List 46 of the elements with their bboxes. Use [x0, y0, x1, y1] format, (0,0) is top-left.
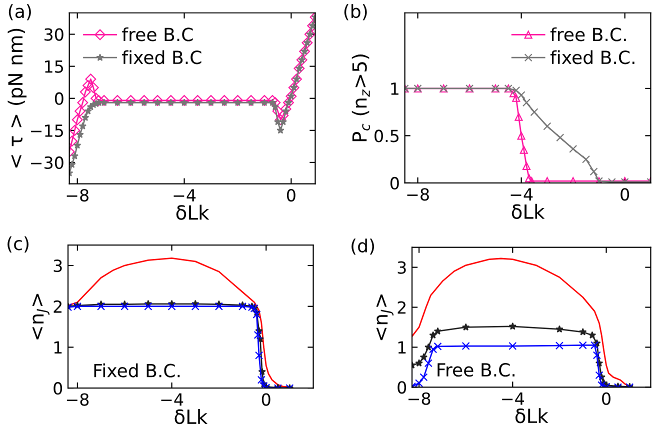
annotation: Fixed B.C.	[94, 363, 180, 378]
y-tick-label: 2	[398, 301, 406, 314]
x-tick-label: 0	[262, 393, 270, 406]
x-tick-label: −4	[510, 188, 533, 200]
legend-label: free B.C.	[550, 27, 626, 42]
y-axis-title: <n$_{J}$>	[376, 294, 394, 340]
legend-label: fixed B.C	[122, 50, 202, 64]
chart-title: (d)	[352, 238, 374, 255]
x-tick-label: 0	[286, 188, 296, 202]
x-axis-title: δLk	[174, 409, 208, 424]
chart-title: (c)	[8, 236, 28, 252]
y-tick-label: 0.5	[374, 130, 399, 142]
x-axis-title: δLk	[512, 204, 545, 219]
y-tick-label: 1	[398, 341, 406, 354]
y-axis-title: < τ > (pN nm)	[8, 28, 27, 168]
y-tick-label: 3	[54, 259, 62, 272]
x-axis-title: δLk	[176, 204, 210, 220]
legend-label: fixed B.C.	[550, 50, 634, 64]
y-axis-title: P$_{c}$ (n$_{z}$>5)	[352, 54, 370, 142]
x-tick-label: −8	[66, 188, 88, 202]
y-tick-label: 0	[398, 381, 406, 394]
chart-title: (b)	[344, 4, 367, 20]
y-tick-label: 15	[45, 60, 64, 73]
chart-title: (a)	[8, 4, 31, 20]
y-tick-label: 30	[44, 28, 64, 41]
y-tick-label: 0	[54, 382, 62, 395]
x-tick-label: −8	[407, 188, 429, 201]
x-tick-label: −8	[66, 393, 89, 406]
x-axis-title: δLk	[515, 408, 548, 424]
y-tick-label: 3	[398, 261, 406, 274]
x-tick-label: −4	[174, 189, 196, 202]
y-tick-label: 0	[390, 176, 399, 190]
legend-label: free B.C	[122, 27, 193, 42]
y-tick-label: 0	[54, 92, 64, 105]
annotation: Free B.C.	[438, 363, 514, 377]
y-tick-label: −30	[31, 156, 64, 170]
x-tick-label: 0	[620, 188, 630, 201]
x-tick-label: −4	[161, 393, 184, 406]
y-axis-title: <n$_{J}$>	[32, 294, 50, 340]
y-tick-label: 1	[54, 341, 62, 354]
x-tick-label: 0	[602, 392, 610, 405]
x-tick-label: −4	[502, 392, 524, 405]
y-tick-label: 2	[54, 300, 62, 313]
y-tick-label: −15	[31, 124, 64, 137]
y-tick-label: 1	[391, 82, 398, 95]
x-tick-label: −8	[408, 392, 430, 405]
